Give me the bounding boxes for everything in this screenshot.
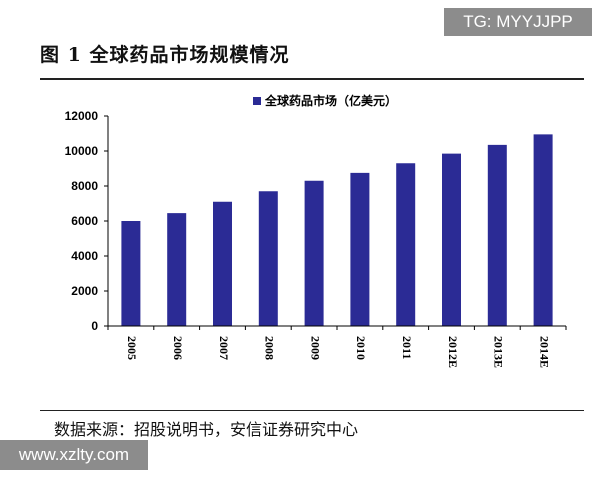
x-tick-label: 2014E (537, 336, 551, 368)
x-tick-label: 2011 (400, 336, 414, 359)
footer-rule (40, 410, 584, 411)
bar-2006 (167, 213, 187, 326)
x-tick-label: 2012E (446, 336, 460, 368)
bar-2014E (533, 134, 553, 326)
watermark-top: TG: MYYJJPP (444, 8, 592, 36)
y-tick-label: 10000 (65, 144, 99, 158)
bars (121, 134, 553, 326)
y-axis-ticks: 0 2000 4000 6000 8000 10000 12000 (65, 109, 108, 333)
y-tick-label: 8000 (71, 179, 98, 193)
y-tick-label: 12000 (65, 109, 99, 123)
bar-2011 (396, 163, 416, 326)
watermark-bottom: www.xzlty.com (0, 440, 148, 470)
y-tick-label: 4000 (71, 249, 98, 263)
bar-2009 (304, 180, 324, 326)
x-tick-label: 2007 (217, 336, 231, 360)
legend-label: 全球药品市场（亿美元） (264, 93, 397, 108)
bar-2012E (442, 153, 461, 326)
x-axis-ticks: 2005 2006 2007 2008 2009 2010 2011 2012E 2013E 20… (107, 326, 567, 368)
x-tick-label: 2006 (171, 336, 185, 360)
x-tick-label: 2010 (354, 336, 368, 360)
y-tick-label: 0 (91, 319, 98, 333)
bar-2013E (487, 144, 507, 326)
x-tick-label: 2005 (125, 336, 139, 360)
y-tick-label: 2000 (71, 284, 98, 298)
bar-2005 (121, 221, 141, 326)
title-rule (40, 78, 584, 80)
source-note: 数据来源：招股说明书，安信证券研究中心 (54, 420, 359, 439)
x-tick-label: 2009 (308, 336, 322, 360)
bar-2007 (213, 201, 232, 326)
legend-swatch (253, 97, 261, 105)
bar-2010 (350, 172, 370, 326)
legend: 全球药品市场（亿美元） (253, 93, 397, 108)
figure-title: 图 1 全球药品市场规模情况 (40, 44, 290, 66)
x-tick-label: 2008 (263, 336, 277, 360)
x-tick-label: 2013E (492, 336, 506, 368)
y-tick-label: 6000 (71, 214, 98, 228)
bar-2008 (258, 191, 278, 326)
